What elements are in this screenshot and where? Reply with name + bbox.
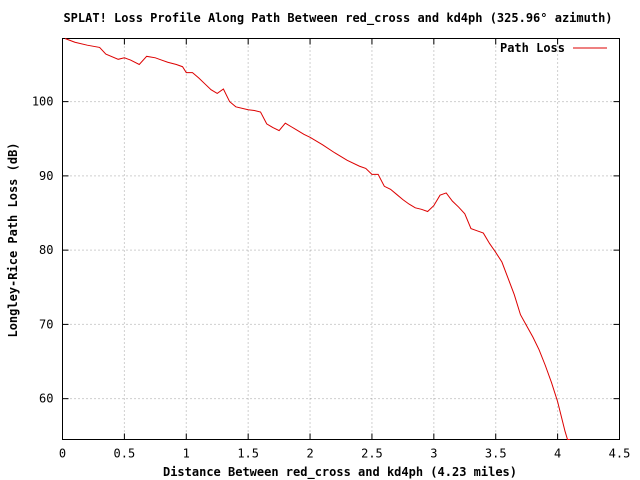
x-tick-label: 4.5	[609, 447, 631, 461]
y-tick-label: 80	[39, 243, 53, 257]
x-tick-label: 2	[306, 447, 313, 461]
y-tick-label: 70	[39, 317, 53, 331]
x-tick-label: 4	[554, 447, 561, 461]
x-tick-label: 2.5	[361, 447, 383, 461]
legend: Path Loss	[500, 41, 607, 55]
y-axis-label: Longley-Rice Path Loss (dB)	[6, 142, 20, 337]
tick-layer: 0 0.5 1 1.5 2 2.5 3 3.5 4 4.5 60 70 80 90 100	[32, 38, 631, 461]
x-tick-label: 0	[59, 447, 66, 461]
legend-label-path-loss: Path Loss	[500, 41, 565, 55]
chart-title: SPLAT! Loss Profile Along Path Between r…	[63, 11, 612, 26]
grid-layer	[62, 38, 620, 440]
x-tick-label: 0.5	[114, 447, 136, 461]
x-tick-label: 1	[183, 447, 190, 461]
x-tick-label: 1.5	[237, 447, 259, 461]
series-layer	[64, 38, 570, 440]
x-tick-label: 3	[430, 447, 437, 461]
y-tick-label: 60	[39, 392, 53, 406]
y-tick-label: 90	[39, 169, 53, 183]
y-tick-label: 100	[32, 95, 54, 109]
x-axis-label: Distance Between red_cross and kd4ph (4.…	[163, 465, 517, 480]
series-line-path-loss	[64, 38, 570, 440]
x-tick-label: 3.5	[485, 447, 507, 461]
plot-frame	[62, 38, 620, 440]
